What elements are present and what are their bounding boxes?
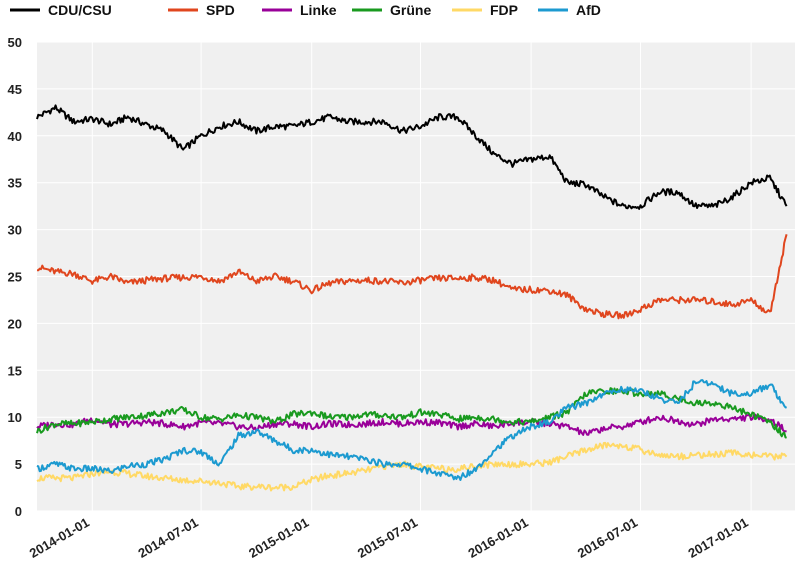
legend: CDU/CSU SPD Linke Grüne FDP AfD xyxy=(10,2,601,18)
x-tick-label: 2015-07-01 xyxy=(355,515,420,561)
y-tick-label: 0 xyxy=(15,504,22,519)
y-tick-label: 35 xyxy=(8,176,22,191)
legend-label: SPD xyxy=(206,2,235,18)
y-tick-label: 30 xyxy=(8,223,22,238)
y-tick-label: 10 xyxy=(8,410,22,425)
legend-label: Grüne xyxy=(390,2,431,18)
series-line-gr-ne xyxy=(36,387,787,439)
series-lines xyxy=(36,104,788,492)
y-tick-label: 40 xyxy=(8,129,22,144)
legend-label: AfD xyxy=(576,2,601,18)
y-tick-label: 20 xyxy=(8,316,22,331)
x-axis-ticks: 2014-01-01 2014-07-01 2015-01-01 2015-07-01… xyxy=(27,515,751,561)
x-tick-label: 2017-01-01 xyxy=(686,515,751,561)
x-tick-label: 2014-07-01 xyxy=(136,515,201,561)
x-tick-label: 2015-01-01 xyxy=(246,515,311,561)
y-tick-label: 45 xyxy=(8,82,22,97)
legend-label: FDP xyxy=(490,2,518,18)
y-tick-label: 25 xyxy=(8,270,22,285)
series-line-spd xyxy=(36,234,788,320)
series-line-cdu-csu xyxy=(36,104,788,210)
series-line-afd xyxy=(36,379,788,481)
y-axis-ticks: 0 5 10 15 20 25 30 35 40 45 50 xyxy=(8,35,22,519)
x-tick-label: 2016-01-01 xyxy=(466,515,531,561)
series-line-linke xyxy=(36,413,787,436)
x-tick-label: 2014-01-01 xyxy=(27,515,92,561)
legend-label: Linke xyxy=(300,2,337,18)
y-tick-label: 5 xyxy=(15,457,22,472)
y-tick-label: 50 xyxy=(8,35,22,50)
y-tick-label: 15 xyxy=(8,363,22,378)
legend-label: CDU/CSU xyxy=(48,2,112,18)
x-tick-label: 2016-07-01 xyxy=(575,515,640,561)
